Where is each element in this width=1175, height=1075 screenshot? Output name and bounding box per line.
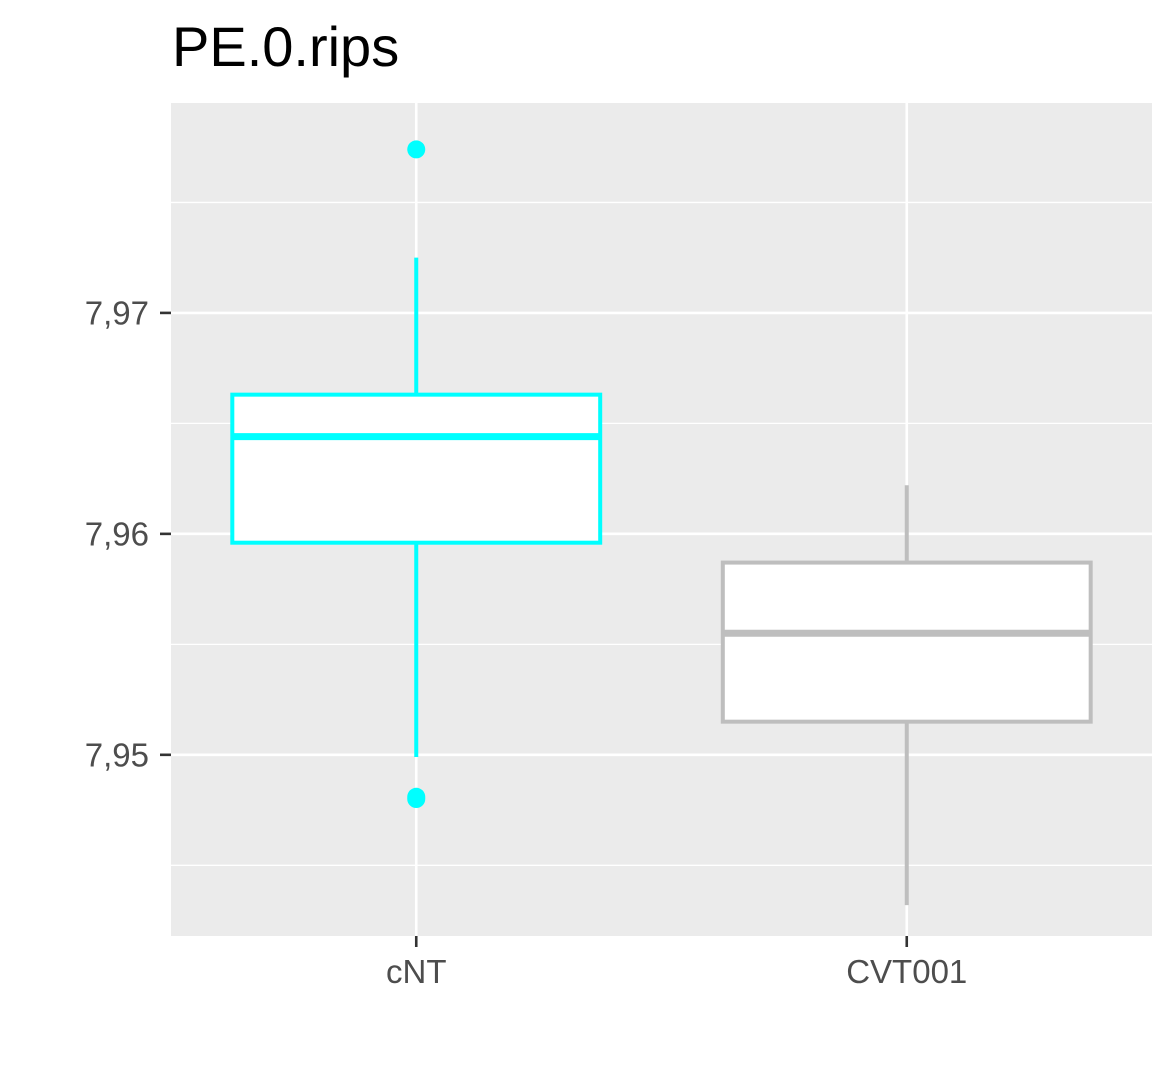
y-tick-label: 7,96 [85,515,149,552]
box-CVT001 [720,485,1093,906]
x-tick-label: cNT [386,953,447,990]
box-body [720,560,1093,724]
x-axis: cNT CVT001 [386,936,967,990]
outlier-point [407,140,426,159]
y-tick-label: 7,95 [85,736,149,773]
y-tick-label: 7,97 [85,294,149,331]
y-axis: 7,95 7,96 7,97 [85,294,171,773]
boxes [230,140,1093,906]
chart-title: PE.0.rips [172,15,400,78]
x-tick-label: CVT001 [846,953,967,990]
box-cNT [230,140,603,809]
box-body [230,392,603,545]
outlier-point [407,790,426,809]
